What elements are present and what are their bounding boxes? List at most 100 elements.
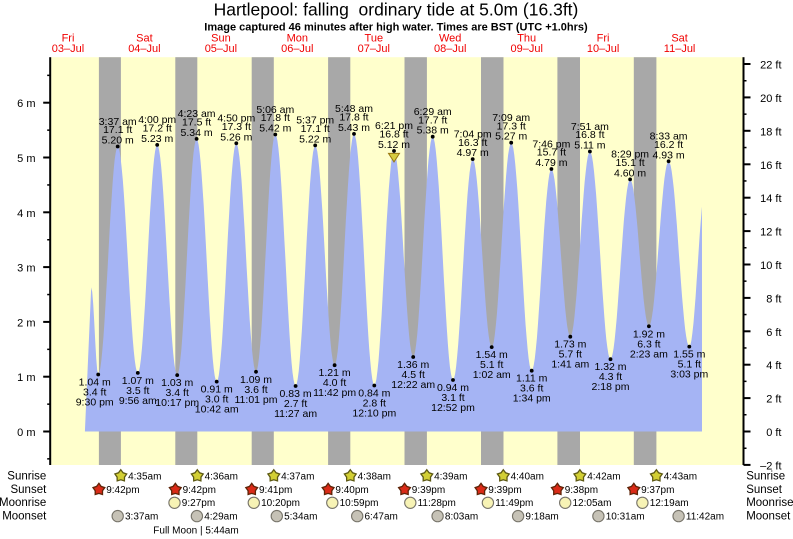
- svg-text:5 m: 5 m: [17, 153, 35, 165]
- svg-text:4:37am: 4:37am: [281, 471, 314, 482]
- svg-text:10:31am: 10:31am: [606, 512, 645, 523]
- svg-text:1.09 m: 1.09 m: [240, 374, 272, 386]
- svg-text:Moonset: Moonset: [2, 511, 47, 523]
- svg-text:3 m: 3 m: [17, 263, 35, 275]
- svg-text:12:05am: 12:05am: [573, 498, 612, 509]
- svg-text:1.03 m: 1.03 m: [161, 377, 193, 389]
- svg-text:5.20 m: 5.20 m: [102, 135, 134, 147]
- svg-text:12:10 pm: 12:10 pm: [352, 408, 396, 420]
- svg-text:3.4 ft: 3.4 ft: [83, 387, 106, 399]
- svg-text:0.91 m: 0.91 m: [201, 384, 233, 396]
- svg-text:12:52 pm: 12:52 pm: [431, 402, 475, 414]
- svg-text:16 ft: 16 ft: [760, 160, 781, 172]
- svg-text:4.93 m: 4.93 m: [653, 149, 685, 161]
- svg-text:11–Jul: 11–Jul: [664, 43, 696, 55]
- svg-text:0.94 m: 0.94 m: [437, 382, 469, 394]
- svg-text:3.4 ft: 3.4 ft: [166, 387, 189, 399]
- svg-text:1.21 m: 1.21 m: [319, 367, 351, 379]
- svg-text:Sunrise: Sunrise: [7, 470, 46, 482]
- svg-text:3.6 ft: 3.6 ft: [244, 384, 267, 396]
- svg-text:5.26 m: 5.26 m: [220, 131, 252, 143]
- svg-text:16.8 ft: 16.8 ft: [379, 129, 408, 141]
- svg-text:5.38 m: 5.38 m: [417, 125, 449, 137]
- svg-text:5:34am: 5:34am: [284, 512, 317, 523]
- svg-text:7:04 pm: 7:04 pm: [454, 128, 492, 140]
- svg-text:12:22 am: 12:22 am: [391, 379, 435, 391]
- svg-text:1.11 m: 1.11 m: [516, 373, 548, 385]
- svg-text:1.36 m: 1.36 m: [397, 359, 429, 371]
- svg-text:2:23 am: 2:23 am: [630, 348, 668, 360]
- svg-text:6 m: 6 m: [17, 98, 35, 110]
- svg-text:11:42 pm: 11:42 pm: [313, 387, 356, 399]
- svg-text:1.07 m: 1.07 m: [122, 375, 154, 387]
- svg-text:4.79 m: 4.79 m: [535, 157, 567, 169]
- svg-text:6.3 ft: 6.3 ft: [637, 338, 660, 350]
- svg-text:9:56 am: 9:56 am: [119, 395, 157, 407]
- svg-text:14 ft: 14 ft: [760, 193, 781, 205]
- svg-text:16.8 ft: 16.8 ft: [575, 129, 604, 141]
- svg-text:4:29am: 4:29am: [204, 512, 237, 523]
- svg-text:9:41pm: 9:41pm: [259, 485, 292, 496]
- svg-text:1.32 m: 1.32 m: [594, 361, 626, 373]
- svg-text:5.7 ft: 5.7 ft: [559, 349, 582, 361]
- svg-text:Sunset: Sunset: [746, 484, 783, 496]
- svg-text:12:19am: 12:19am: [650, 498, 689, 509]
- svg-text:3:37 am: 3:37 am: [99, 116, 137, 128]
- svg-text:17.8 ft: 17.8 ft: [261, 112, 290, 124]
- svg-text:6:29 am: 6:29 am: [414, 106, 452, 118]
- svg-text:3.1 ft: 3.1 ft: [441, 392, 464, 404]
- svg-text:9:27pm: 9:27pm: [182, 498, 215, 509]
- svg-text:05–Jul: 05–Jul: [205, 43, 237, 55]
- svg-text:3.0 ft: 3.0 ft: [205, 394, 228, 406]
- svg-text:17.8 ft: 17.8 ft: [339, 112, 368, 124]
- svg-text:5.23 m: 5.23 m: [141, 133, 173, 145]
- svg-text:4:50 pm: 4:50 pm: [217, 113, 255, 125]
- svg-text:1.55 m: 1.55 m: [673, 349, 705, 361]
- svg-text:7:46 pm: 7:46 pm: [532, 138, 570, 150]
- svg-text:Thu: Thu: [517, 33, 536, 45]
- svg-text:9:39pm: 9:39pm: [412, 485, 445, 496]
- svg-text:9:30 pm: 9:30 pm: [76, 397, 114, 409]
- svg-text:12 ft: 12 ft: [760, 227, 781, 239]
- svg-text:17.7 ft: 17.7 ft: [418, 114, 447, 126]
- svg-text:4 ft: 4 ft: [766, 360, 781, 372]
- svg-text:2 m: 2 m: [17, 317, 35, 329]
- svg-text:5.42 m: 5.42 m: [259, 123, 291, 135]
- svg-text:4:36am: 4:36am: [205, 471, 238, 482]
- svg-text:9:42pm: 9:42pm: [106, 485, 139, 496]
- svg-text:8 ft: 8 ft: [766, 293, 781, 305]
- svg-text:Moonrise: Moonrise: [0, 497, 46, 509]
- svg-text:8:03am: 8:03am: [445, 512, 478, 523]
- svg-text:9:18am: 9:18am: [525, 512, 558, 523]
- svg-text:10:20pm: 10:20pm: [261, 498, 300, 509]
- svg-text:Sat: Sat: [136, 33, 153, 45]
- svg-text:Mon: Mon: [287, 33, 308, 45]
- svg-text:10 ft: 10 ft: [760, 260, 781, 272]
- svg-text:10:17 pm: 10:17 pm: [155, 397, 199, 409]
- svg-text:16.2 ft: 16.2 ft: [654, 139, 683, 151]
- svg-text:9:40pm: 9:40pm: [335, 485, 368, 496]
- svg-text:3:37am: 3:37am: [125, 512, 158, 523]
- svg-text:22 ft: 22 ft: [760, 60, 781, 72]
- svg-text:Image captured 46 minutes afte: Image captured 46 minutes after high wat…: [204, 22, 588, 34]
- svg-text:15.7 ft: 15.7 ft: [537, 147, 566, 159]
- svg-text:3.6 ft: 3.6 ft: [520, 383, 543, 395]
- svg-text:11:28pm: 11:28pm: [418, 498, 456, 509]
- svg-text:5.34 m: 5.34 m: [181, 127, 213, 139]
- svg-text:Sunset: Sunset: [10, 484, 47, 496]
- svg-text:11:27 am: 11:27 am: [274, 408, 317, 420]
- svg-text:1 m: 1 m: [17, 372, 35, 384]
- svg-text:4:35am: 4:35am: [128, 471, 161, 482]
- svg-text:11:01 pm: 11:01 pm: [235, 394, 278, 406]
- svg-text:Sat: Sat: [671, 33, 688, 45]
- svg-text:20 ft: 20 ft: [760, 93, 781, 105]
- svg-text:1:02 am: 1:02 am: [473, 369, 511, 381]
- svg-text:1.92 m: 1.92 m: [633, 328, 665, 340]
- svg-text:9:38pm: 9:38pm: [565, 485, 598, 496]
- svg-text:7:51 am: 7:51 am: [571, 121, 609, 133]
- svg-text:0.83 m: 0.83 m: [280, 388, 312, 400]
- svg-text:4:40am: 4:40am: [511, 471, 544, 482]
- svg-text:0 m: 0 m: [17, 427, 35, 439]
- svg-text:Fri: Fri: [62, 33, 75, 45]
- svg-text:1.54 m: 1.54 m: [476, 349, 508, 361]
